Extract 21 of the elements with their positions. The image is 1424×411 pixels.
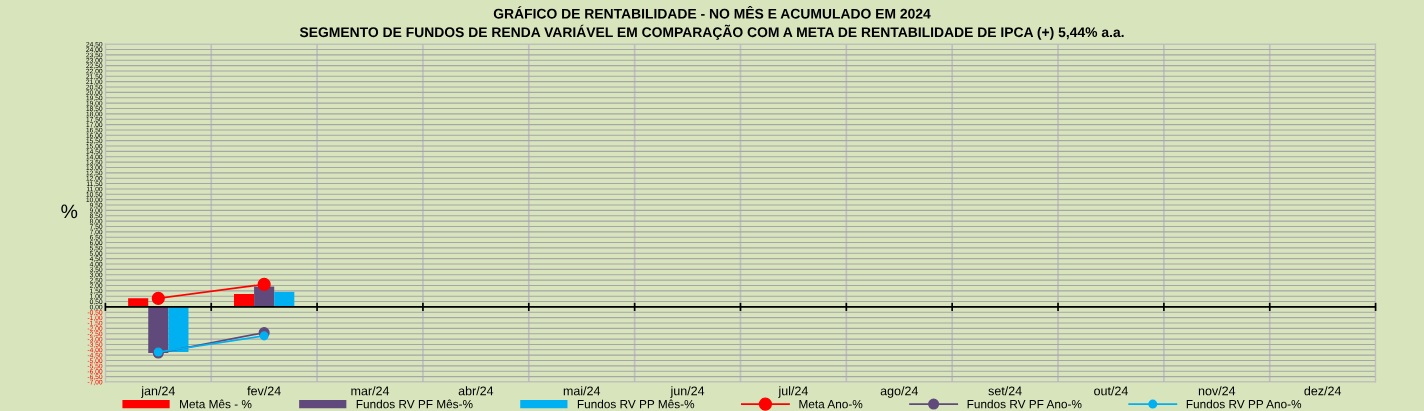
legend-label: Fundos RV PF Mês-% (356, 399, 473, 409)
legend-label: Fundos RV PP Mês-% (577, 399, 695, 409)
x-tick-label: jul/24 (778, 386, 808, 398)
legend-label: Meta Mês - % (180, 399, 252, 409)
y-axis-title: % (61, 204, 78, 219)
legend-label: Fundos RV PF Ano-% (967, 399, 1082, 409)
x-tick-label: jan/24 (140, 386, 175, 398)
x-tick-label: ago/24 (880, 386, 919, 398)
x-tick-label: set/24 (988, 386, 1022, 396)
x-tick-label: dez/24 (1304, 386, 1342, 396)
x-tick-label: nov/24 (1198, 386, 1236, 396)
x-tick-label: out/24 (1094, 386, 1128, 396)
x-tick-label: mai/24 (563, 386, 601, 396)
x-tick-label: jun/24 (670, 386, 705, 398)
x-tick-label: mar/24 (351, 386, 390, 396)
legend-label: Fundos RV PP Ano-% (1186, 399, 1302, 409)
x-tick-label: fev/24 (247, 386, 281, 396)
legend-label: Meta Ano-% (799, 400, 863, 409)
chart-title: GRÁFICO DE RENTABILIDADE - NO MÊS E ACUMULADO EM 2024 (493, 6, 931, 19)
chart-subtitle: SEGMENTO DE FUNDOS DE RENDA VARIÁVEL EM COMPARAÇÃO COM A META DE RENTABILIDADE DE IPCA (+) 5,44% a.a. (299, 24, 1124, 40)
x-tick-label: abr/24 (458, 386, 494, 396)
